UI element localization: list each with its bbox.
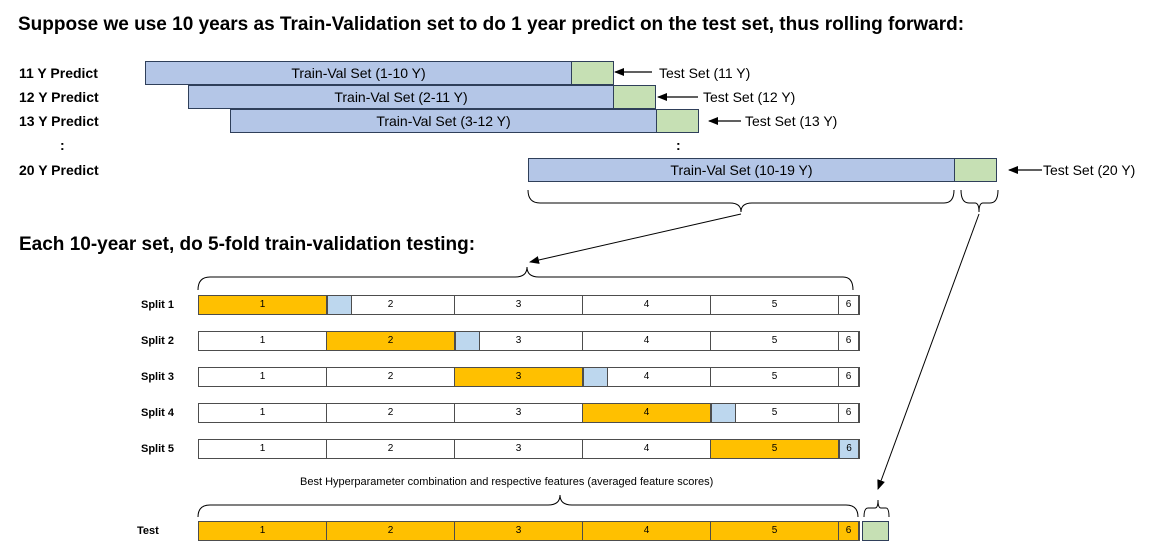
arrow-to-5fold xyxy=(529,213,742,264)
test-label-13y: Test Set (13 Y) xyxy=(745,113,838,129)
fold-cell-2: 2 xyxy=(327,440,455,458)
test-fold-cell-2: 2 xyxy=(327,522,455,540)
train-val-bar-2-11: Train-Val Set (2-11 Y) xyxy=(188,85,614,109)
fold-cell-4: 4 xyxy=(583,368,711,386)
validation-block xyxy=(455,332,480,350)
fold-cell-3: 3 xyxy=(455,332,583,350)
fold-cell-1: 1 xyxy=(199,440,327,458)
test-label-20y: Test Set (20 Y) xyxy=(1043,162,1136,178)
fold-cell-1: 1 xyxy=(199,368,327,386)
row-label-13y: 13 Y Predict xyxy=(19,113,99,129)
final-test-box xyxy=(862,521,889,541)
test-label-11y: Test Set (11 Y) xyxy=(659,65,751,81)
row-label-20y: 20 Y Predict xyxy=(19,162,99,178)
fold-cell-3: 3 xyxy=(455,440,583,458)
validation-block xyxy=(583,368,608,386)
row-ellipsis: : xyxy=(60,137,65,153)
fold-cell-4: 4 xyxy=(583,440,711,458)
best-hyperparameter-caption: Best Hyperparameter combination and resp… xyxy=(300,476,714,488)
split-label-2: Split 2 xyxy=(141,335,175,347)
split-label-1: Split 1 xyxy=(141,299,175,311)
fold-cell-5: 5 xyxy=(711,404,839,422)
bar-ellipsis: : xyxy=(676,137,681,153)
fold-cell-1: 1 xyxy=(199,332,327,350)
split-label-3: Split 3 xyxy=(141,371,175,383)
subtitle: Each 10-year set, do 5-fold train-valida… xyxy=(19,234,476,255)
row-label-11y: 11 Y Predict xyxy=(19,65,98,81)
test-fold-cell-1: 1 xyxy=(199,522,327,540)
fold-cell-2: 2 xyxy=(327,296,455,314)
test-box-11y xyxy=(571,61,614,85)
test-fold-cell-4: 4 xyxy=(583,522,711,540)
validation-block: 6 xyxy=(839,440,859,458)
fold-cell-5: 5 xyxy=(711,368,839,386)
fold-cell-2: 2 xyxy=(327,368,455,386)
fold-cell-6: 6 xyxy=(839,404,859,422)
fold-cell-2: 2 xyxy=(327,404,455,422)
row-label-12y: 12 Y Predict xyxy=(19,89,99,105)
split-row-5: 1234566 xyxy=(198,439,860,459)
fold-cell-4: 4 xyxy=(583,332,711,350)
arrow-to-final-test xyxy=(877,213,980,490)
test-box-20y xyxy=(954,158,997,182)
fold-cell-3: 3 xyxy=(455,368,583,386)
fold-cell-4: 4 xyxy=(583,404,711,422)
brace-test-20y xyxy=(960,189,999,213)
diagram-title: Suppose we use 10 years as Train-Validat… xyxy=(18,14,965,35)
fold-cell-6: 6 xyxy=(839,296,859,314)
train-val-bar-1-10: Train-Val Set (1-10 Y) xyxy=(145,61,572,85)
fold-cell-1: 1 xyxy=(199,296,327,314)
fold-cell-3: 3 xyxy=(455,296,583,314)
fold-cell-2: 2 xyxy=(327,332,455,350)
split-label-5: Split 5 xyxy=(141,443,175,455)
fold-cell-6: 6 xyxy=(839,332,859,350)
test-fold-cell-6: 6 xyxy=(839,522,859,540)
test-fold-cell-3: 3 xyxy=(455,522,583,540)
brace-above-splits xyxy=(197,266,854,291)
validation-block xyxy=(711,404,736,422)
train-val-bar-3-12: Train-Val Set (3-12 Y) xyxy=(230,109,657,133)
split-label-4: Split 4 xyxy=(141,407,175,419)
test-fold-cell-5: 5 xyxy=(711,522,839,540)
test-box-13y xyxy=(656,109,699,133)
fold-cell-3: 3 xyxy=(455,404,583,422)
validation-block xyxy=(327,296,352,314)
fold-cell-5: 5 xyxy=(711,440,839,458)
fold-cell-5: 5 xyxy=(711,296,839,314)
fold-cell-1: 1 xyxy=(199,404,327,422)
test-row-label: Test xyxy=(137,525,159,537)
brace-final-test xyxy=(863,499,890,518)
fold-cell-4: 4 xyxy=(583,296,711,314)
brace-train-val-10-19 xyxy=(527,189,955,213)
train-val-bar-10-19: Train-Val Set (10-19 Y) xyxy=(528,158,955,182)
fold-cell-6: 6 xyxy=(839,368,859,386)
brace-above-test-row xyxy=(197,494,859,518)
fold-cell-5: 5 xyxy=(711,332,839,350)
test-box-12y xyxy=(613,85,656,109)
test-label-12y: Test Set (12 Y) xyxy=(703,89,796,105)
